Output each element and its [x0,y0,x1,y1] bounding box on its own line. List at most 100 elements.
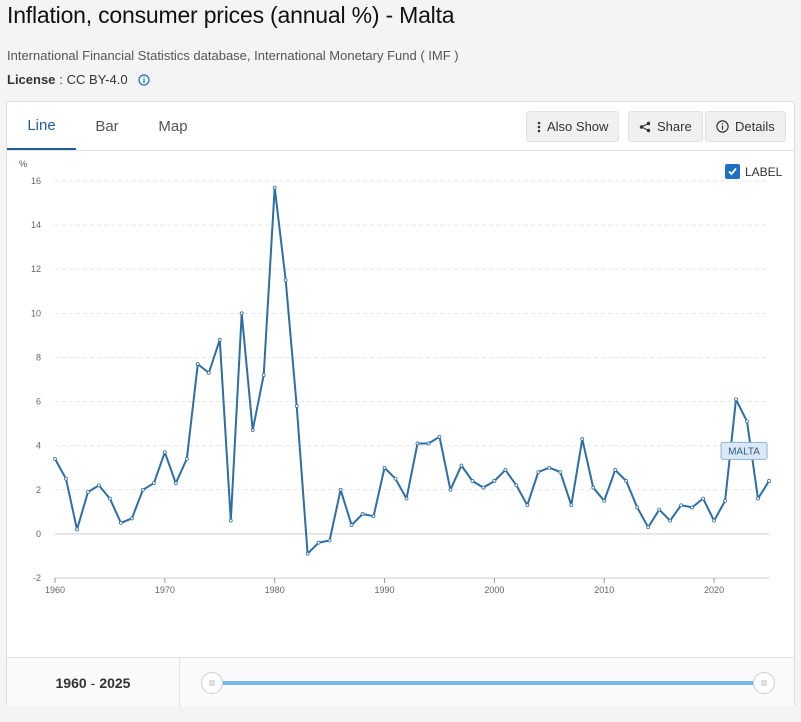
data-point[interactable] [184,456,189,461]
data-point[interactable] [426,441,431,446]
data-point[interactable] [217,337,222,342]
share-label: Share [657,119,692,134]
data-point[interactable] [624,479,629,483]
data-point[interactable] [679,503,684,508]
data-point[interactable] [86,490,90,494]
also-show-label: Also Show [547,119,609,134]
data-point[interactable] [723,498,727,503]
range-slider-start-handle[interactable] [201,672,223,694]
data-point[interactable] [569,503,574,508]
data-point[interactable] [119,520,123,525]
data-point[interactable] [459,463,464,468]
range-slider-end-handle[interactable] [753,672,775,694]
data-point[interactable] [745,419,749,424]
data-point[interactable] [690,505,695,510]
range-end: 2025 [99,675,131,691]
range-slider-track[interactable] [215,681,763,685]
data-point[interactable] [97,483,101,488]
data-point[interactable] [437,434,442,439]
range-bar: 1960 - 2025 [7,657,794,708]
data-point[interactable] [162,450,167,455]
range-label: 1960 - 2025 [7,658,180,708]
data-point[interactable] [613,468,618,472]
details-label: Details [735,119,775,134]
data-point[interactable] [129,516,134,521]
x-tick-label: 2000 [484,585,504,595]
data-point[interactable] [305,551,310,556]
data-point[interactable] [140,487,145,492]
tab-bar-chart[interactable]: Bar [95,117,119,135]
label-toggle[interactable]: LABEL [725,164,782,179]
data-point[interactable] [206,370,211,375]
data-point[interactable] [591,485,596,490]
data-point[interactable] [64,476,68,481]
data-point[interactable] [470,479,475,483]
data-point[interactable] [668,518,673,523]
y-tick-label: 4 [36,441,41,451]
label-toggle-text: LABEL [745,164,783,179]
data-point[interactable] [250,428,255,433]
line-chart: % -2 0 2 4 6 8 10 12 14 16 1960 1970 1980 1990 2000 201… [19,159,771,595]
data-point[interactable] [228,518,233,523]
data-point[interactable] [701,496,705,501]
data-point[interactable] [272,185,277,190]
data-point[interactable] [108,496,112,501]
data-point[interactable] [294,404,299,408]
data-point[interactable] [514,483,519,488]
data-point[interactable] [382,465,387,470]
range-dash: - [90,675,96,691]
data-point[interactable] [712,518,716,523]
data-point[interactable] [360,512,365,516]
data-point[interactable] [580,437,585,441]
info-icon[interactable] [137,73,150,86]
data-point[interactable] [195,362,200,366]
y-tick-label: 6 [36,397,41,407]
data-point[interactable] [283,278,288,283]
data-point[interactable] [75,527,79,532]
data-point[interactable] [734,397,738,402]
data-point[interactable] [371,514,376,519]
data-point[interactable] [393,476,398,481]
data-point[interactable] [404,496,409,501]
data-point[interactable] [349,523,354,527]
share-button[interactable]: Share [628,111,703,142]
data-point[interactable] [602,498,607,503]
data-point[interactable] [316,540,321,545]
data-point[interactable] [239,311,244,316]
series-label-box [720,441,768,460]
data-point[interactable] [536,470,541,475]
data-point[interactable] [525,503,530,508]
data-point[interactable] [151,481,156,486]
x-tick-label: 1960 [45,585,65,595]
data-point[interactable] [503,468,508,472]
details-button[interactable]: Details [705,111,786,142]
series-label-text: MALTA [728,446,760,457]
data-point[interactable] [547,465,552,470]
info-circle-icon [716,120,729,133]
data-point[interactable] [327,538,332,543]
also-show-button[interactable]: Also Show [526,111,620,142]
data-point[interactable] [646,525,651,530]
label-checkbox[interactable] [725,164,740,179]
data-point[interactable] [415,441,420,446]
tab-line[interactable]: Line [7,102,76,150]
data-point[interactable] [338,487,343,492]
data-point[interactable] [635,505,640,510]
data-point[interactable] [558,470,563,475]
data-point[interactable] [767,479,771,483]
x-tick-label: 2010 [594,585,614,595]
data-point[interactable] [448,487,453,492]
data-point[interactable] [481,485,486,490]
license-label: License [7,72,56,87]
data-point[interactable] [53,456,57,461]
license-value: : CC BY-4.0 [59,72,128,87]
data-point[interactable] [173,481,178,486]
tab-map[interactable]: Map [158,117,188,135]
source-line: International Financial Statistics datab… [7,48,459,63]
data-point[interactable] [261,373,266,377]
data-point[interactable] [492,479,497,483]
range-start: 1960 [55,675,87,691]
y-axis-unit-label: % [19,159,27,169]
data-point[interactable] [756,496,760,501]
data-point[interactable] [657,507,662,512]
